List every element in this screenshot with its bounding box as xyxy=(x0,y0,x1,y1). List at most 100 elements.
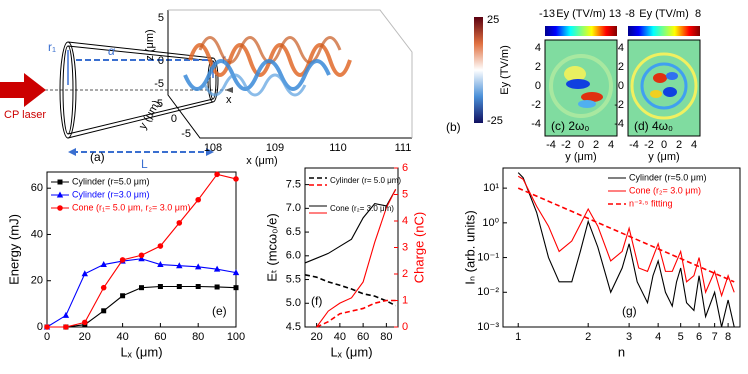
marker xyxy=(157,243,164,249)
field-ring xyxy=(630,52,698,120)
x-tick-label: 60 xyxy=(154,331,166,343)
colorbar-label: Ey (TV/m) xyxy=(556,8,606,20)
wave xyxy=(203,73,307,97)
x-axis-label: Lₓ (μm) xyxy=(120,344,162,359)
field-blob xyxy=(666,72,678,80)
colorbar xyxy=(628,26,700,36)
colorbar xyxy=(474,17,483,123)
tick-label: 0 xyxy=(661,139,667,151)
y-tick-label: 10⁻² xyxy=(477,286,499,298)
y-tick-label: 6.5 xyxy=(286,226,301,238)
cone-wall xyxy=(67,41,214,59)
field-blob xyxy=(581,92,603,102)
series-line xyxy=(517,172,735,328)
series-line xyxy=(517,175,735,298)
y-tick-label: 7.0 xyxy=(286,202,301,214)
marker xyxy=(214,284,220,290)
y-tick-label: 0 xyxy=(37,321,43,333)
tick-label: 4 xyxy=(691,139,697,151)
y-axis-label: Iₙ (arb. units) xyxy=(462,210,477,285)
legend-label: Cone (r₂= 3.0 μm) xyxy=(330,204,394,213)
y-axis-label: Energy (mJ) xyxy=(6,214,21,285)
colorbar-label: Ey (TV/m) xyxy=(499,45,511,95)
tick-label: 2 xyxy=(593,139,599,151)
laser-arrow xyxy=(0,73,46,107)
legend-label: n⁻³·⁵ fitting xyxy=(629,198,673,208)
marker xyxy=(157,284,163,290)
y-tick-label: 10⁻¹ xyxy=(477,251,499,263)
y2-axis-label: Charge (nC) xyxy=(411,212,426,284)
panel-label: (c) 2ω₀ xyxy=(551,119,589,133)
marker xyxy=(57,179,63,185)
tick-label: -2 xyxy=(644,139,654,151)
wave xyxy=(183,59,331,91)
y2-tick-label: 0 xyxy=(402,321,408,333)
tick-label: 111 xyxy=(395,142,412,154)
tick-label: 4 xyxy=(535,42,541,54)
tick-label: 109 xyxy=(266,142,284,154)
marker xyxy=(233,176,239,182)
x-tick-label: 40 xyxy=(334,331,346,343)
x-tick-label: 40 xyxy=(116,331,128,343)
tick-label: 0 xyxy=(618,80,624,92)
marker xyxy=(62,311,70,318)
series-line xyxy=(517,187,735,283)
y2-tick-label: 6 xyxy=(402,162,408,174)
y-axis-label: Eₜ (mcω₀/e) xyxy=(264,213,279,282)
y-tick-label: 10¹ xyxy=(483,182,499,194)
field-blob xyxy=(653,73,667,83)
cone-wall xyxy=(67,101,214,139)
marker xyxy=(44,324,50,330)
y-tick-label: 10⁻³ xyxy=(477,321,499,333)
panel-b: Ey (TV/m) z (μm) y (μm) x (μm) (b) xyxy=(137,9,511,167)
marker xyxy=(138,255,145,262)
panel-label: (d) 4ω₀ xyxy=(634,119,673,133)
colorbar xyxy=(545,26,617,36)
tick-label: -2 xyxy=(531,99,541,111)
box-edge xyxy=(168,9,413,138)
panel-label: (e) xyxy=(212,304,227,318)
panel-label: (g) xyxy=(622,304,637,318)
marker xyxy=(100,261,107,268)
tick-label: -4 xyxy=(629,139,639,151)
length-label: L xyxy=(141,157,148,171)
tick-label: 108 xyxy=(204,142,222,154)
marker xyxy=(176,220,183,226)
y-tick-label: 20 xyxy=(31,275,43,287)
x-tick-label: 1 xyxy=(515,331,521,343)
series-line xyxy=(316,188,397,328)
y2-tick-label: 4 xyxy=(402,215,408,227)
legend-label: Cone (r₂= 3.0 μm) xyxy=(629,185,701,195)
marker xyxy=(195,284,201,290)
tick-label: 25 xyxy=(487,14,499,26)
y-tick-label: 10⁰ xyxy=(482,217,499,229)
marker xyxy=(233,285,239,291)
colorbar-label: Ey (TV/m) xyxy=(639,8,689,20)
x-label: x xyxy=(226,94,232,106)
marker xyxy=(213,265,221,272)
panel-label: (a) xyxy=(90,150,105,164)
cone-wall xyxy=(67,98,214,135)
marker xyxy=(157,261,164,268)
x-tick-label: 0 xyxy=(44,331,50,343)
y-tick-label: 5.5 xyxy=(286,273,301,285)
x-label: y (μm) xyxy=(648,151,679,163)
tick-label: -2 xyxy=(614,99,624,111)
series-line xyxy=(316,299,396,328)
tick-label: 2 xyxy=(618,61,624,73)
y2-tick-label: 2 xyxy=(402,268,408,280)
marker xyxy=(82,319,88,326)
box-edge xyxy=(167,10,412,139)
series-line xyxy=(46,258,237,328)
tick-label: -2 xyxy=(561,139,571,151)
field-blob xyxy=(650,90,662,98)
marker xyxy=(119,257,126,263)
y2-tick-label: 3 xyxy=(402,241,408,253)
marker xyxy=(176,262,183,269)
tick-label: -4 xyxy=(546,139,556,151)
x-tick-label: 6 xyxy=(696,331,702,343)
tick-label: 5 xyxy=(157,98,163,110)
x-tick-label: 3 xyxy=(626,331,632,343)
x-tick-label: 80 xyxy=(380,331,392,343)
